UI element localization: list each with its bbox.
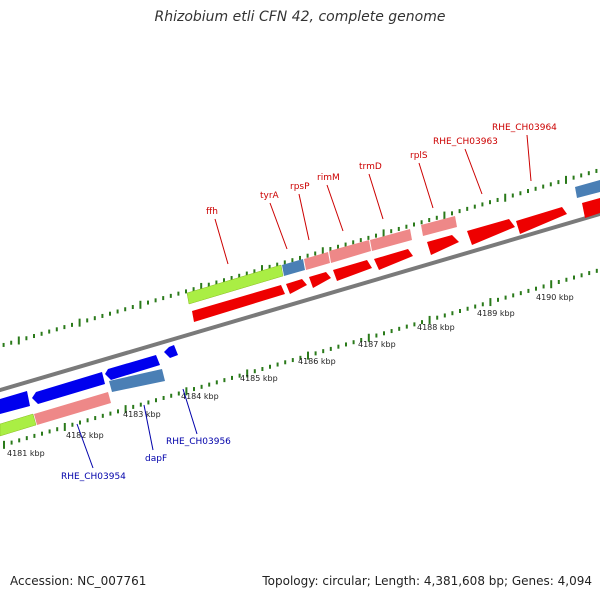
gene-label-leader — [269, 202, 288, 250]
gene-label-leader — [143, 404, 154, 451]
gene-trmD-top[interactable] — [370, 229, 412, 251]
forward-gene-labels: ffh tyrA rpsP rimM trmD rplS RHE_CH03963 RHE_CH… — [206, 123, 557, 265]
gene-trmD[interactable] — [374, 249, 413, 270]
gene-rpsP[interactable] — [309, 272, 331, 288]
kbp-label: 4185 kbp — [240, 374, 278, 383]
kbp-label: 4187 kbp — [358, 340, 396, 349]
kbp-label: 4184 kbp — [181, 392, 219, 401]
gene-tyrA-top[interactable] — [282, 259, 305, 276]
gene-label-leader — [464, 148, 483, 195]
gene-label[interactable]: rplS — [410, 151, 428, 161]
gene-rev-3[interactable] — [105, 355, 160, 380]
gene-far[interactable] — [582, 198, 600, 218]
gene-label-leader — [298, 193, 310, 241]
gene-label-leader — [182, 388, 198, 435]
kbp-label: 4188 kbp — [417, 323, 455, 332]
gene-label[interactable]: RHE_CH03954 — [61, 472, 126, 482]
gene-label-leader — [214, 218, 229, 265]
gene-label[interactable]: RHE_CH03963 — [433, 137, 498, 147]
gene-label-leader — [526, 134, 532, 182]
gene-label[interactable]: rpsP — [290, 182, 310, 192]
gene-rplS[interactable] — [427, 235, 459, 255]
gene-label[interactable]: dapF — [145, 454, 167, 464]
gene-rimM[interactable] — [333, 260, 372, 281]
gene-ffh[interactable] — [192, 285, 285, 322]
gene-rev-2[interactable] — [32, 372, 105, 404]
footer-info: Topology: circular; Length: 4,381,608 bp… — [262, 574, 592, 588]
gene-label-leader — [418, 162, 434, 209]
gene-label-leader — [76, 423, 94, 469]
gene-tyrA[interactable] — [286, 279, 307, 294]
gene-rimM-top[interactable] — [329, 240, 371, 263]
genome-backbone — [0, 211, 600, 393]
kbp-label: 4190 kbp — [536, 293, 574, 302]
kbp-label: 4182 kbp — [66, 431, 104, 440]
footer-accession: Accession: NC_007761 — [10, 574, 147, 588]
gene-rplS-top[interactable] — [421, 216, 457, 236]
gene-label-leader — [326, 184, 344, 232]
rna-lower[interactable] — [0, 413, 37, 437]
gene-label[interactable]: trmD — [359, 162, 382, 172]
gene-label[interactable]: tyrA — [260, 191, 280, 201]
kbp-label: 4189 kbp — [477, 309, 515, 318]
kbp-label: 4183 kbp — [123, 410, 161, 419]
tick-row-lower — [3, 268, 598, 449]
gene-label-leader — [368, 173, 384, 220]
kbp-label: 4186 kbp — [298, 357, 336, 366]
kbp-label: 4181 kbp — [7, 449, 45, 458]
gene-label[interactable]: ffh — [206, 207, 218, 217]
gene-RHE_CH03963[interactable] — [467, 219, 515, 245]
map-title: Rhizobium etli CFN 42, complete genome — [154, 9, 446, 25]
reverse-gene-labels: RHE_CH03954 dapF RHE_CH03956 — [61, 388, 231, 482]
gene-label[interactable]: rimM — [317, 173, 340, 183]
gene-label[interactable]: RHE_CH03956 — [166, 437, 231, 447]
tick-row-upper — [2, 168, 598, 347]
gene-rev-4[interactable] — [164, 345, 178, 358]
forward-features — [186, 180, 600, 322]
rna-ffh[interactable] — [186, 264, 284, 305]
gene-RHE_CH03964[interactable] — [516, 207, 567, 234]
gene-RHE_CH03956[interactable] — [109, 369, 165, 392]
gene-far-top[interactable] — [575, 180, 600, 198]
gene-label[interactable]: RHE_CH03964 — [492, 123, 557, 133]
gene-rpsP-top[interactable] — [304, 252, 330, 270]
gene-rev-1[interactable] — [0, 391, 30, 414]
kbp-labels: 4181 kbp 4182 kbp 4183 kbp 4184 kbp 4185 kbp… — [7, 293, 574, 458]
reverse-features — [0, 345, 178, 437]
gene-dapF[interactable] — [34, 392, 111, 425]
